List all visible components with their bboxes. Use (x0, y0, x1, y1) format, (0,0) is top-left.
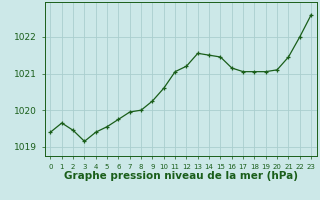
X-axis label: Graphe pression niveau de la mer (hPa): Graphe pression niveau de la mer (hPa) (64, 171, 298, 181)
